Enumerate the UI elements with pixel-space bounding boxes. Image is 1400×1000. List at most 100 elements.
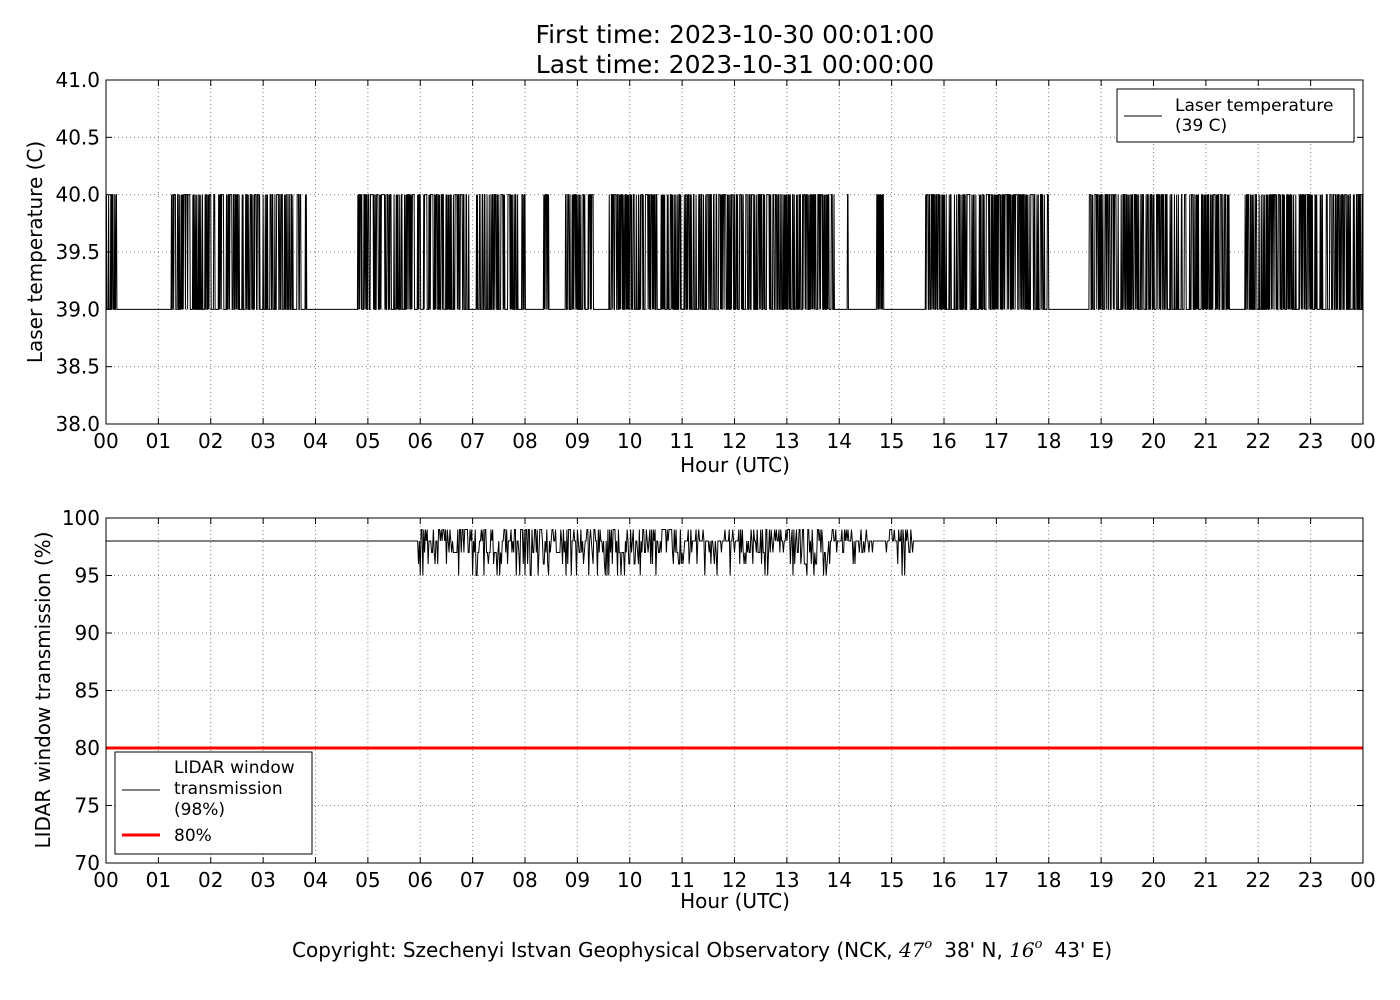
bottom-y-tick-label: 95 xyxy=(75,564,100,588)
latitude-degree-symbol: o xyxy=(924,937,932,952)
top-x-tick-label: 10 xyxy=(617,429,642,453)
top-y-tick-label: 39.5 xyxy=(55,240,100,264)
bottom-x-tick-label: 07 xyxy=(460,868,485,892)
bottom-y-tick-label: 90 xyxy=(75,621,100,645)
bottom-y-tick-label: 75 xyxy=(75,794,100,818)
bottom-x-axis-label: Hour (UTC) xyxy=(680,889,790,913)
top-legend: Laser temperature (39 C) xyxy=(1116,88,1355,143)
bottom-y-tick-labels: 70 75 80 85 90 95 100 xyxy=(62,506,100,875)
bottom-x-tick-label: 20 xyxy=(1141,868,1166,892)
copyright-prefix: Copyright: Szechenyi Istvan Geophysical … xyxy=(292,938,899,962)
top-y-tick-label: 41.0 xyxy=(55,68,100,92)
top-x-tick-labels: 00 01 02 03 04 05 06 07 08 09 10 11 12 13 14 15 16 17 18 19… xyxy=(93,429,1375,453)
top-x-tick-label: 02 xyxy=(198,429,223,453)
bottom-legend-label-threshold: 80% xyxy=(174,826,212,846)
bottom-plot-frame xyxy=(105,517,1364,864)
top-y-tick-label: 38.0 xyxy=(55,412,100,436)
bottom-legend-label-line2: transmission xyxy=(174,779,283,799)
top-x-tick-label: 17 xyxy=(984,429,1009,453)
top-x-tick-label: 04 xyxy=(303,429,328,453)
top-x-tick-label: 15 xyxy=(879,429,904,453)
top-x-tick-label: 06 xyxy=(408,429,433,453)
bottom-y-axis-label: LIDAR window transmission (%) xyxy=(31,532,55,849)
top-x-tick-label: 05 xyxy=(355,429,380,453)
bottom-legend-label-line3: (98%) xyxy=(174,800,225,820)
top-y-tick-label: 40.5 xyxy=(55,125,100,149)
bottom-y-tick-label: 85 xyxy=(75,679,100,703)
top-x-tick-label: 03 xyxy=(250,429,275,453)
bottom-x-tick-label: 19 xyxy=(1088,868,1113,892)
bottom-x-tick-label: 08 xyxy=(512,868,537,892)
top-x-tick-label: 22 xyxy=(1246,429,1271,453)
top-x-tick-label: 23 xyxy=(1298,429,1323,453)
laser-temperature-series xyxy=(105,194,1364,310)
top-x-tick-label: 00 xyxy=(1350,429,1375,453)
top-x-tick-label: 13 xyxy=(774,429,799,453)
bottom-x-tick-label: 18 xyxy=(1036,868,1061,892)
top-x-tick-label: 16 xyxy=(931,429,956,453)
bottom-x-tick-label: 16 xyxy=(931,868,956,892)
top-plot-frame xyxy=(105,79,1364,425)
copyright-text: Copyright: Szechenyi Istvan Geophysical … xyxy=(292,937,1112,962)
longitude-degrees: 16 xyxy=(1009,938,1035,962)
top-x-tick-label: 01 xyxy=(146,429,171,453)
bottom-x-tick-label: 03 xyxy=(250,868,275,892)
laser-temperature-plot: 00 01 02 03 04 05 06 07 08 09 10 11 12 13 14 15 16 17 18 19… xyxy=(23,68,1376,477)
bottom-x-tick-label: 23 xyxy=(1298,868,1323,892)
bottom-y-tick-label: 70 xyxy=(75,851,100,875)
bottom-x-tick-label: 11 xyxy=(669,868,694,892)
bottom-x-tick-label: 15 xyxy=(879,868,904,892)
bottom-x-tick-label: 12 xyxy=(722,868,747,892)
bottom-x-tick-label: 21 xyxy=(1193,868,1218,892)
bottom-x-tick-label: 00 xyxy=(93,868,118,892)
top-legend-label-line2: (39 C) xyxy=(1175,116,1227,136)
top-legend-label-line1: Laser temperature xyxy=(1175,96,1333,116)
top-y-tick-label: 39.0 xyxy=(55,297,100,321)
lidar-transmission-series xyxy=(106,529,1363,576)
lidar-transmission-plot: 00 01 02 03 04 05 06 07 08 09 10 11 12 13 14 15 16 17 18 19… xyxy=(31,506,1376,913)
bottom-x-tick-label: 10 xyxy=(617,868,642,892)
laser-temperature-line xyxy=(105,194,1364,310)
bottom-x-tick-label: 02 xyxy=(198,868,223,892)
latitude-degrees: 47 xyxy=(898,938,925,962)
top-x-tick-label: 11 xyxy=(669,429,694,453)
bottom-x-tick-label: 04 xyxy=(303,868,328,892)
title-first-time: First time: 2023-10-30 00:01:00 xyxy=(536,20,935,49)
bottom-x-tick-label: 05 xyxy=(355,868,380,892)
lidar-transmission-line xyxy=(106,529,1363,576)
top-y-tick-label: 40.0 xyxy=(55,183,100,207)
longitude-degree-symbol: o xyxy=(1035,937,1043,952)
bottom-y-tick-label: 100 xyxy=(62,506,100,530)
top-x-tick-label: 09 xyxy=(565,429,590,453)
top-x-tick-label: 12 xyxy=(722,429,747,453)
top-x-tick-label: 07 xyxy=(460,429,485,453)
bottom-legend: LIDAR window transmission (98%) 80% xyxy=(114,751,313,855)
top-x-axis-label: Hour (UTC) xyxy=(680,453,790,477)
bottom-x-tick-label: 06 xyxy=(408,868,433,892)
bottom-x-tick-label: 13 xyxy=(774,868,799,892)
longitude-minutes: 43' E) xyxy=(1054,938,1112,962)
bottom-x-tick-label: 00 xyxy=(1350,868,1375,892)
top-y-tick-label: 38.5 xyxy=(55,355,100,379)
top-x-tick-label: 20 xyxy=(1141,429,1166,453)
top-x-tick-label: 00 xyxy=(93,429,118,453)
bottom-x-tick-label: 22 xyxy=(1246,868,1271,892)
bottom-legend-box xyxy=(114,751,313,855)
bottom-x-tick-label: 17 xyxy=(984,868,1009,892)
title-last-time: Last time: 2023-10-31 00:00:00 xyxy=(536,50,934,79)
bottom-legend-label-line1: LIDAR window xyxy=(174,758,295,778)
top-y-tick-labels: 38.0 38.5 39.0 39.5 40.0 40.5 41.0 xyxy=(55,68,100,436)
bottom-x-tick-label: 01 xyxy=(146,868,171,892)
bottom-x-tick-label: 09 xyxy=(565,868,590,892)
top-x-tick-label: 19 xyxy=(1088,429,1113,453)
bottom-y-tick-label: 80 xyxy=(75,736,100,760)
top-y-axis-label: Laser temperature (C) xyxy=(23,141,47,363)
top-x-tick-label: 21 xyxy=(1193,429,1218,453)
top-x-tick-label: 18 xyxy=(1036,429,1061,453)
bottom-x-tick-label: 14 xyxy=(827,868,852,892)
latitude-minutes: 38' N, xyxy=(944,938,1009,962)
bottom-x-tick-labels: 00 01 02 03 04 05 06 07 08 09 10 11 12 13 14 15 16 17 18 19… xyxy=(93,868,1375,892)
top-x-tick-label: 14 xyxy=(827,429,852,453)
top-x-tick-label: 08 xyxy=(512,429,537,453)
